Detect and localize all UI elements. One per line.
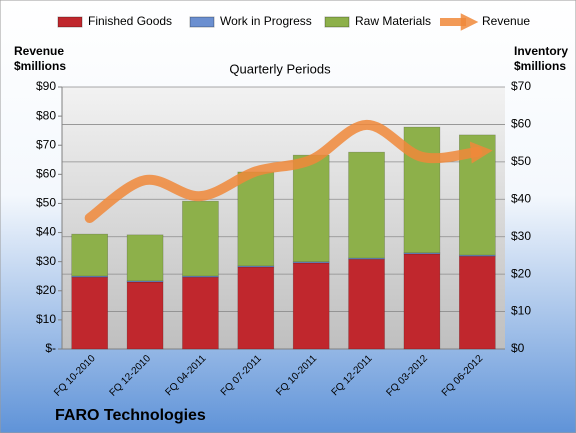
y-tick-label: $30 — [36, 254, 56, 268]
y2-tick-label: $50 — [511, 154, 531, 168]
y-tick-label: $50 — [36, 196, 56, 210]
bar-segment — [292, 261, 330, 264]
bar-segment — [71, 233, 108, 277]
y-tick-label: $80 — [36, 108, 56, 122]
legend-label: Finished Goods — [88, 14, 172, 28]
subtitle: Quarterly Periods — [229, 61, 331, 76]
bar-segment — [237, 266, 275, 350]
y-tick-label: $20 — [36, 283, 56, 297]
bar-segment — [292, 262, 330, 350]
y-tick-label: $70 — [36, 137, 56, 151]
bar-segment — [403, 253, 441, 350]
y-tick-label: $40 — [36, 225, 56, 239]
legend-label: Raw Materials — [355, 14, 431, 28]
y-axis-title: Revenue $millions — [14, 44, 67, 73]
bar-segment — [126, 281, 164, 350]
y2-tick-label: $10 — [511, 304, 531, 318]
legend-swatch — [189, 16, 215, 28]
y2-tick-label: $40 — [511, 191, 531, 205]
bar-segment — [71, 276, 108, 350]
bar-segment — [459, 255, 496, 350]
y2-tick-label: $0 — [511, 341, 525, 355]
bar-segment — [348, 258, 385, 350]
legend-swatch — [324, 16, 350, 28]
bar-segment — [403, 252, 441, 255]
y-tick-label: $90 — [36, 79, 56, 93]
legend-label: Revenue — [482, 14, 530, 28]
y2-tick-label: $20 — [511, 266, 531, 280]
y-tick-label: $10 — [36, 312, 56, 326]
legend-label: Work in Progress — [220, 14, 312, 28]
bar-segment — [237, 171, 275, 267]
revenue-line — [84, 119, 493, 223]
chart-title: FARO Technologies — [55, 407, 206, 424]
y2-axis-title: Inventory $millions — [514, 44, 569, 73]
y-tick-label: $- — [45, 341, 56, 355]
y2-tick-label: $30 — [511, 229, 531, 243]
y-tick-label: $60 — [36, 167, 56, 181]
legend-swatch — [57, 16, 83, 28]
y2-tick-label: $60 — [511, 117, 531, 131]
bar-segment — [182, 200, 219, 277]
bar-segment — [292, 154, 330, 263]
bar-segment — [126, 234, 164, 282]
bar-segment — [182, 276, 219, 350]
y2-tick-label: $70 — [511, 79, 531, 93]
bar-segment — [348, 151, 385, 259]
